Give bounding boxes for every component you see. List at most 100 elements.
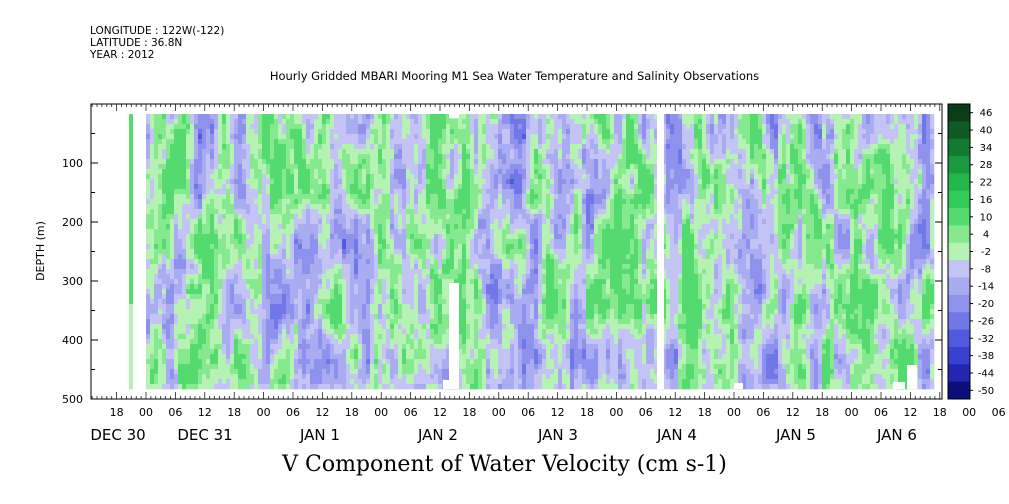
heatmap-cell bbox=[318, 284, 323, 290]
heatmap-cell bbox=[294, 144, 299, 150]
heatmap-cell bbox=[334, 379, 339, 385]
heatmap-cell bbox=[230, 244, 235, 250]
heatmap-cell bbox=[214, 164, 219, 170]
heatmap-cell bbox=[394, 329, 399, 335]
heatmap-cell bbox=[198, 144, 203, 150]
heatmap-cell bbox=[198, 274, 203, 280]
heatmap-cell bbox=[378, 259, 383, 265]
heatmap-cell bbox=[506, 284, 511, 290]
heatmap-cell bbox=[170, 304, 175, 310]
heatmap-cell bbox=[410, 259, 415, 265]
heatmap-cell bbox=[426, 129, 431, 135]
heatmap-cell bbox=[286, 274, 291, 280]
heatmap-cell bbox=[178, 119, 183, 125]
heatmap-cell bbox=[370, 129, 375, 135]
heatmap-cell bbox=[322, 164, 327, 170]
heatmap-cell bbox=[446, 174, 451, 180]
heatmap-cell bbox=[194, 249, 199, 255]
heatmap-cell bbox=[330, 274, 335, 280]
heatmap-cell bbox=[466, 184, 471, 190]
heatmap-cell bbox=[174, 289, 179, 295]
heatmap-cell bbox=[458, 134, 463, 140]
heatmap-cell bbox=[198, 224, 203, 230]
heatmap-cell bbox=[198, 154, 203, 160]
heatmap-cell bbox=[414, 204, 419, 210]
heatmap-cell bbox=[438, 154, 443, 160]
heatmap-cell bbox=[358, 214, 363, 220]
heatmap-cell bbox=[294, 159, 299, 165]
heatmap-cell bbox=[482, 249, 487, 255]
heatmap-cell bbox=[458, 164, 463, 170]
heatmap-cell bbox=[418, 304, 423, 310]
heatmap-cell bbox=[494, 359, 499, 365]
heatmap-cell bbox=[146, 379, 151, 385]
heatmap-cell bbox=[158, 129, 163, 135]
heatmap-cell bbox=[274, 174, 279, 180]
heatmap-cell bbox=[174, 294, 179, 300]
heatmap-cell bbox=[298, 374, 303, 380]
heatmap-cell bbox=[366, 304, 371, 310]
heatmap-cell bbox=[390, 264, 395, 270]
heatmap-cell bbox=[166, 349, 171, 355]
heatmap-cell bbox=[366, 334, 371, 340]
heatmap-cell bbox=[410, 194, 415, 200]
heatmap-cell bbox=[494, 344, 499, 350]
heatmap-cell bbox=[498, 259, 503, 265]
heatmap-cell bbox=[226, 374, 231, 380]
heatmap-cell bbox=[490, 214, 495, 220]
heatmap-cell bbox=[286, 244, 291, 250]
heatmap-cell bbox=[330, 124, 335, 130]
heatmap-cell bbox=[190, 179, 195, 185]
heatmap-cell bbox=[478, 369, 483, 375]
heatmap-cell bbox=[150, 334, 155, 340]
heatmap-cell bbox=[354, 244, 359, 250]
heatmap-cell bbox=[242, 169, 247, 175]
heatmap-cell bbox=[326, 144, 331, 150]
heatmap-cell bbox=[502, 184, 507, 190]
heatmap-cell bbox=[474, 189, 479, 195]
heatmap-cell bbox=[398, 314, 403, 320]
heatmap-cell bbox=[426, 334, 431, 340]
heatmap-cell bbox=[326, 129, 331, 135]
heatmap-cell bbox=[486, 344, 491, 350]
heatmap-cell bbox=[162, 144, 167, 150]
heatmap-cell bbox=[242, 379, 247, 385]
heatmap-cell bbox=[254, 209, 259, 215]
heatmap-cell bbox=[422, 289, 427, 295]
heatmap-cell bbox=[302, 124, 307, 130]
heatmap-cell bbox=[250, 159, 255, 165]
heatmap-cell bbox=[410, 244, 415, 250]
heatmap-cell bbox=[166, 214, 171, 220]
heatmap-cell bbox=[246, 309, 251, 315]
heatmap-cell bbox=[290, 369, 295, 375]
heatmap-cell bbox=[466, 159, 471, 165]
heatmap-cell bbox=[338, 149, 343, 155]
heatmap-cell bbox=[226, 199, 231, 205]
heatmap-cell bbox=[350, 199, 355, 205]
heatmap-cell bbox=[318, 339, 323, 345]
heatmap-cell bbox=[210, 314, 215, 320]
heatmap-cell bbox=[430, 154, 435, 160]
heatmap-cell bbox=[334, 384, 339, 390]
heatmap-cell bbox=[298, 179, 303, 185]
heatmap-cell bbox=[474, 274, 479, 280]
heatmap-cell bbox=[442, 159, 447, 165]
heatmap-cell bbox=[458, 259, 463, 265]
heatmap-cell bbox=[478, 279, 483, 285]
heatmap-cell bbox=[178, 224, 183, 230]
heatmap-cell bbox=[502, 354, 507, 360]
heatmap-cell bbox=[310, 379, 315, 385]
heatmap-cell bbox=[186, 244, 191, 250]
heatmap-cell bbox=[238, 324, 243, 330]
heatmap-cell bbox=[242, 344, 247, 350]
heatmap-cell bbox=[278, 209, 283, 215]
heatmap-cell bbox=[334, 329, 339, 335]
heatmap-cell bbox=[418, 254, 423, 260]
heatmap-cell bbox=[386, 164, 391, 170]
heatmap-cell bbox=[302, 114, 307, 120]
heatmap-cell bbox=[166, 259, 171, 265]
heatmap-cell bbox=[202, 214, 207, 220]
heatmap-cell bbox=[342, 384, 347, 390]
heatmap-cell bbox=[498, 124, 503, 130]
heatmap-cell bbox=[286, 124, 291, 130]
